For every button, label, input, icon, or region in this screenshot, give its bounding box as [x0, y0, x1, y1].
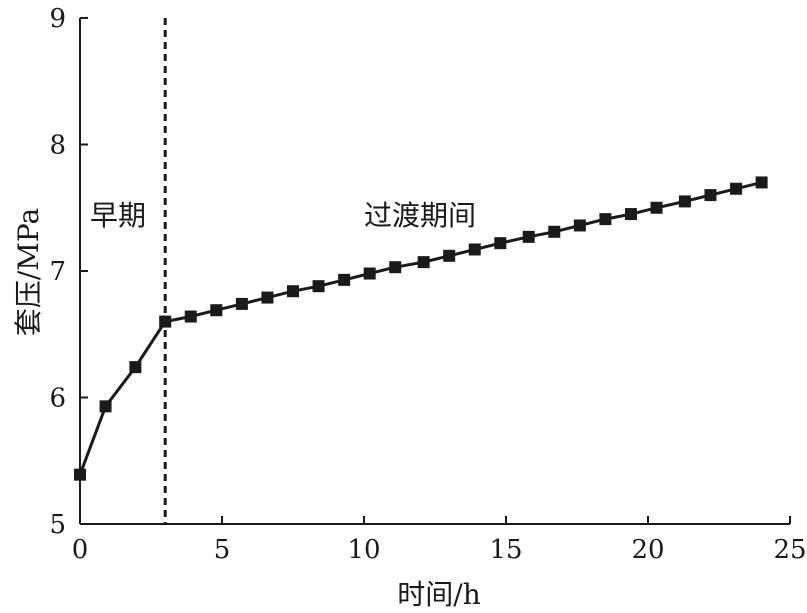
data-point-marker	[287, 285, 299, 298]
data-point-marker	[338, 273, 351, 286]
data-point-marker	[99, 400, 112, 413]
axes	[79, 18, 790, 525]
annotation-early-stage: 早期	[90, 199, 146, 232]
x-tick-label: 5	[214, 535, 231, 565]
data-point-marker	[730, 182, 743, 195]
y-tick-label: 8	[49, 131, 66, 161]
data-point-marker	[235, 297, 248, 310]
data-point-marker	[522, 230, 535, 243]
x-tick-label: 15	[489, 535, 522, 565]
data-point-marker	[159, 315, 172, 328]
y-tick-label: 6	[49, 384, 66, 414]
data-point-marker	[389, 261, 402, 274]
y-axis-title: 套压/MPa	[12, 208, 45, 336]
x-tick-label: 0	[72, 535, 89, 565]
data-point-marker	[261, 291, 274, 304]
data-point-marker	[129, 361, 142, 374]
data-point-marker	[443, 249, 456, 262]
y-tick-label: 7	[49, 257, 66, 287]
data-point-marker	[184, 310, 197, 323]
data-point-marker	[494, 237, 507, 250]
data-point-marker	[573, 219, 586, 232]
x-ticks: 0 5 10 15 20 25	[72, 516, 807, 565]
data-point-marker	[650, 201, 663, 214]
data-point-marker	[468, 243, 481, 256]
x-tick-label: 25	[773, 535, 806, 565]
x-tick-label: 20	[631, 535, 664, 565]
annotation-transition-stage: 过渡期间	[364, 199, 476, 232]
data-point-marker	[417, 256, 430, 269]
data-point-marker	[755, 176, 768, 189]
data-point-marker	[548, 225, 561, 238]
y-ticks: 5 6 7 8 9	[49, 4, 88, 540]
data-point-marker	[704, 189, 717, 202]
x-tick-label: 10	[347, 535, 380, 565]
data-point-marker	[210, 304, 223, 317]
data-point-marker	[624, 208, 637, 221]
y-tick-label: 9	[49, 4, 66, 34]
data-point-marker	[312, 280, 325, 293]
data-point-marker	[74, 468, 86, 481]
x-axis-title: 时间/h	[397, 578, 480, 611]
data-point-marker	[363, 267, 376, 280]
y-tick-label: 5	[49, 510, 66, 540]
data-point-marker	[599, 213, 612, 226]
data-point-marker	[678, 195, 691, 208]
series-pressure	[74, 176, 768, 481]
